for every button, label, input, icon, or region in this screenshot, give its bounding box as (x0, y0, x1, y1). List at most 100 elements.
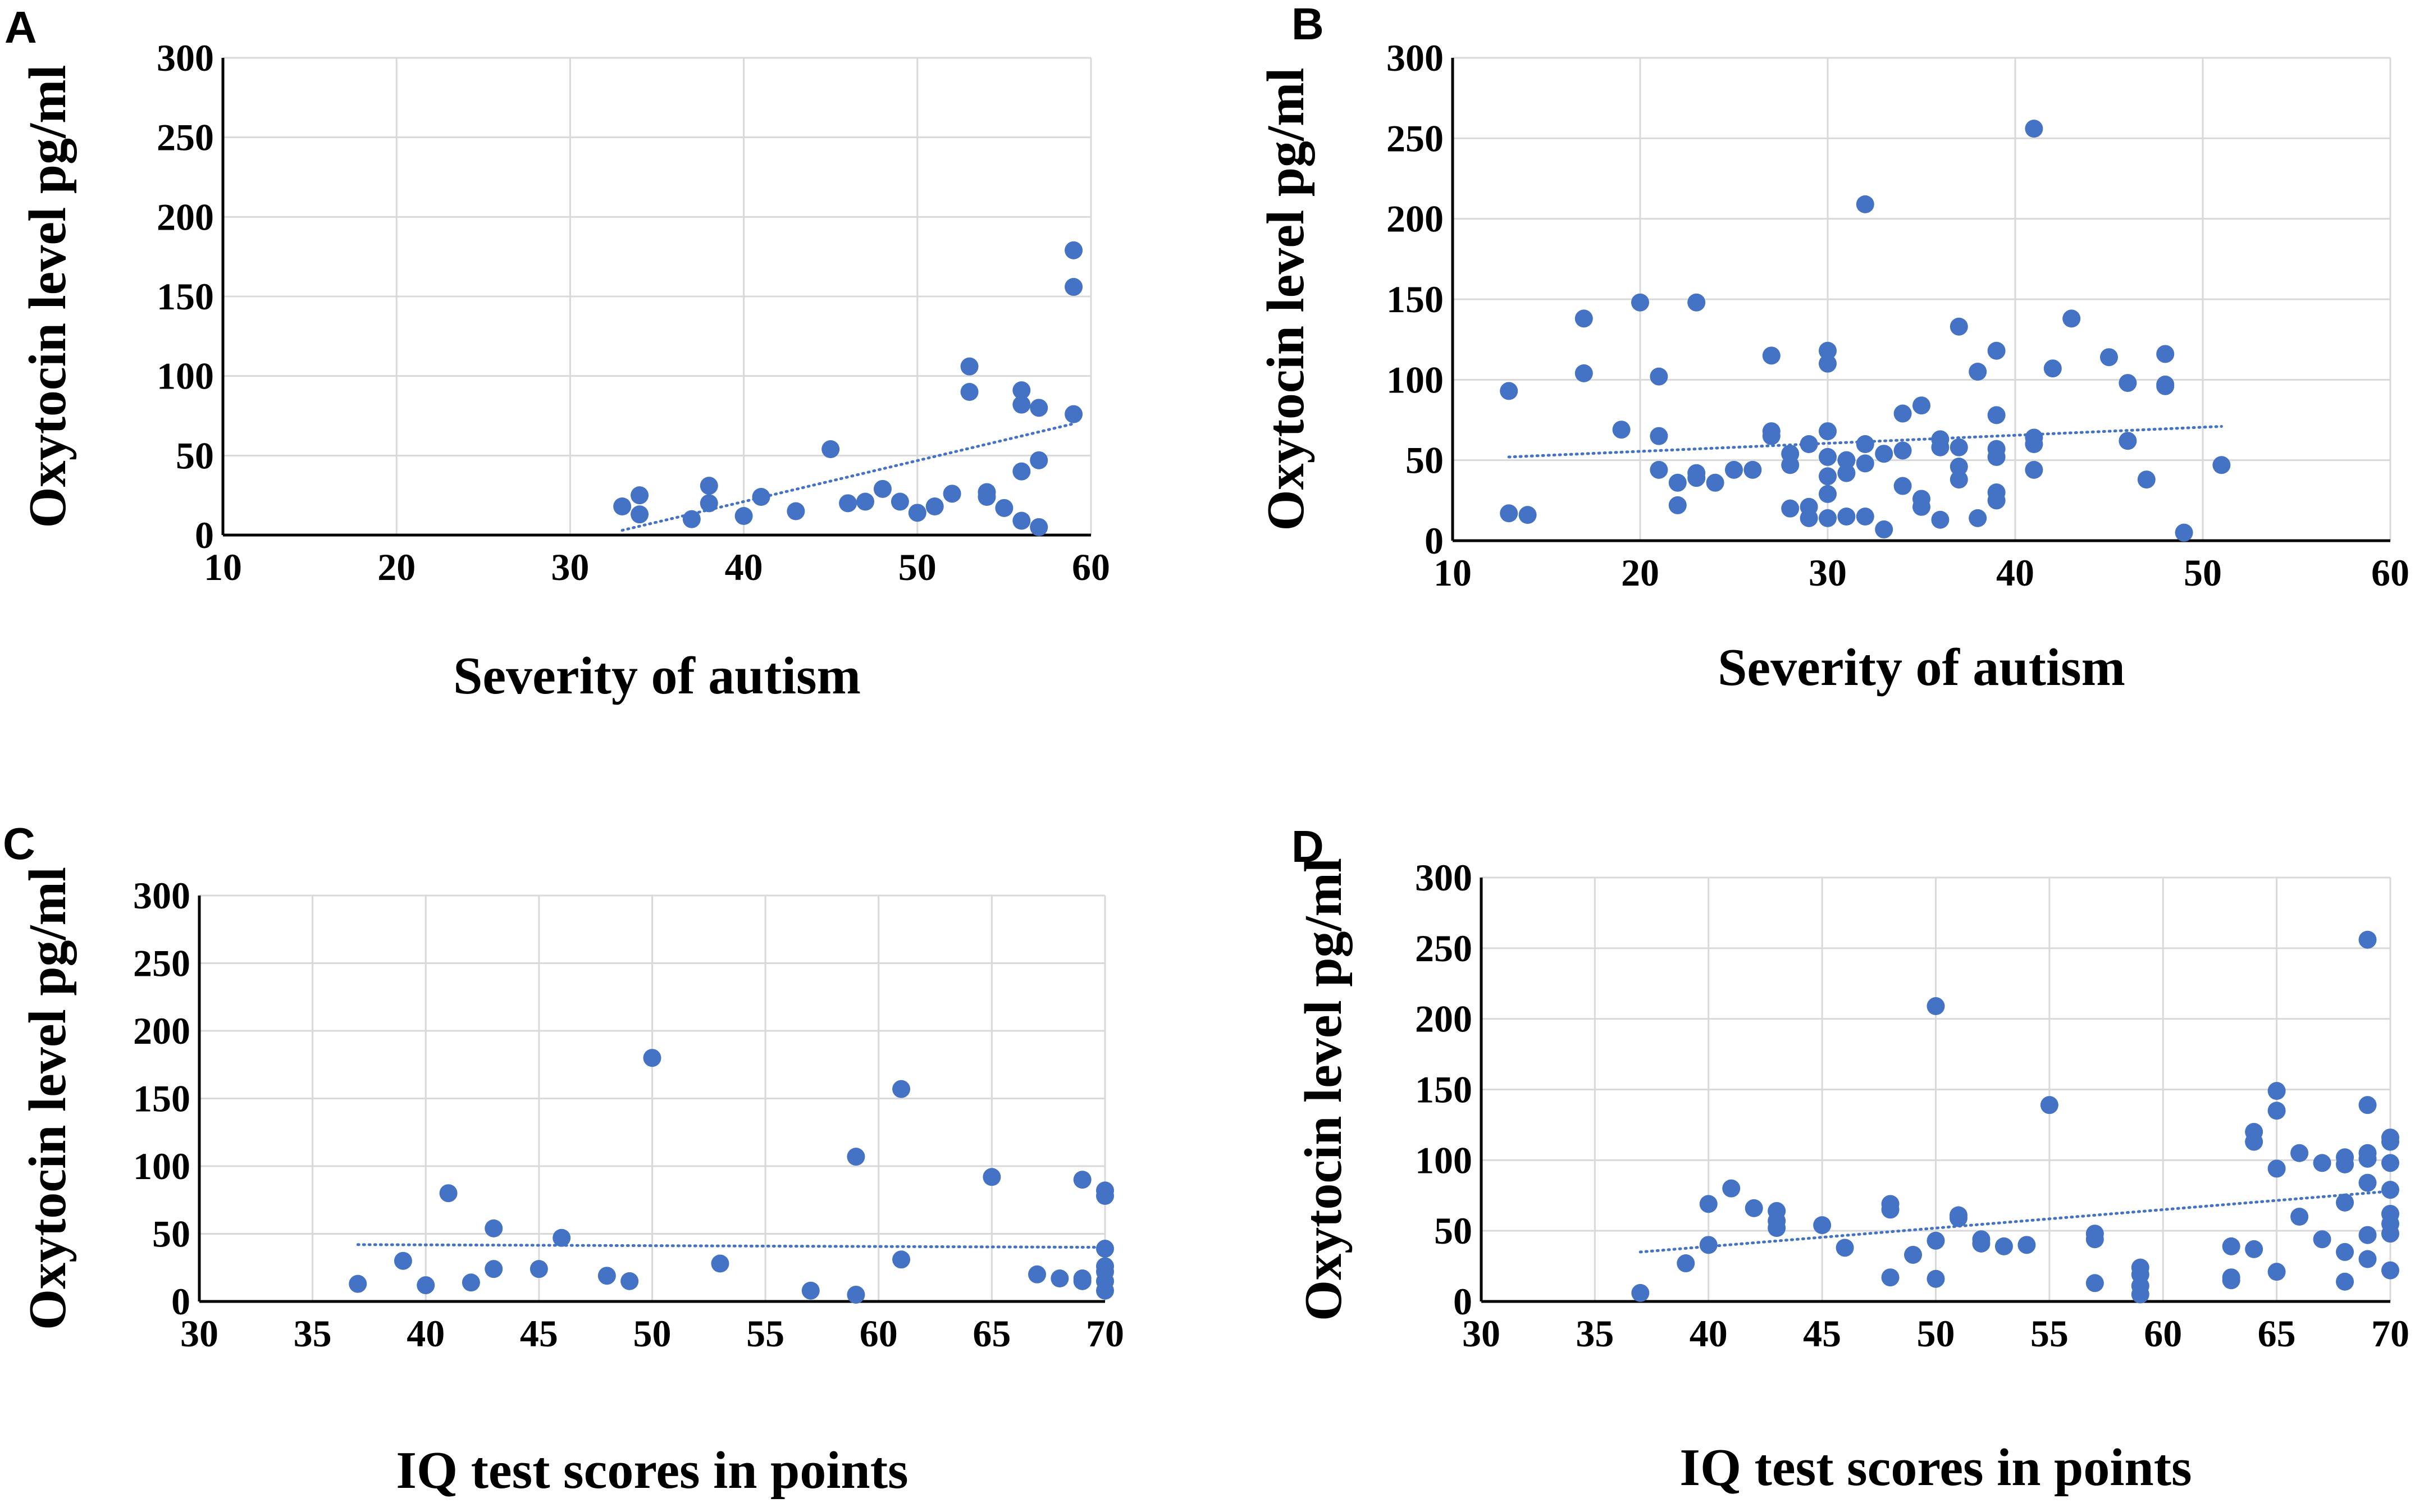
panel-b-scatter-plot: 0 50 100 150 200 250 300 10 20 30 40 50 60 Severity o… (1257, 0, 2409, 697)
data-point (1819, 354, 1837, 373)
data-point (1781, 499, 1800, 518)
panel-letter: B (1291, 0, 1324, 49)
data-point (2313, 1154, 2331, 1172)
data-point (1987, 447, 2006, 466)
data-point (1699, 1195, 1718, 1213)
data-point (891, 492, 909, 511)
data-point (1574, 364, 1593, 382)
data-point (1912, 396, 1930, 415)
data-point (1500, 504, 1518, 523)
x-tick-label: 35 (1576, 1312, 1614, 1355)
data-point (553, 1228, 571, 1247)
data-point (1819, 509, 1837, 527)
x-tick-label: 30 (1462, 1312, 1500, 1355)
y-tick-label: 200 (1386, 198, 1444, 240)
data-point (613, 497, 632, 515)
data-point (1743, 460, 1762, 479)
data-point (2381, 1132, 2399, 1151)
data-point (1800, 435, 1818, 453)
y-tick-label: 250 (133, 942, 190, 985)
data-point (1012, 511, 1031, 530)
data-point (787, 502, 805, 520)
data-point (1949, 1209, 1967, 1227)
y-tick-label: 200 (133, 1009, 190, 1052)
data-point (462, 1273, 480, 1292)
data-point (1813, 1216, 1832, 1235)
trendline (1638, 1190, 2392, 1254)
y-tick-label: 0 (171, 1280, 190, 1323)
y-tick-label: 150 (1386, 278, 1444, 321)
data-point (631, 486, 649, 505)
data-point (1994, 1237, 2013, 1255)
data-point (892, 1080, 911, 1098)
data-point (2313, 1230, 2331, 1249)
y-tick-label: 250 (1415, 927, 1472, 970)
x-tick-label: 10 (204, 546, 242, 588)
x-tick-label: 40 (725, 546, 763, 588)
data-point (1725, 460, 1743, 479)
y-tick-label: 150 (133, 1077, 190, 1120)
panel-letter: C (3, 819, 35, 869)
data-point (2358, 930, 2377, 949)
data-point (529, 1260, 548, 1278)
data-point (1500, 382, 1518, 400)
data-point (2025, 120, 2043, 138)
data-point (960, 357, 979, 376)
data-point (1722, 1179, 1741, 1198)
data-point (2025, 460, 2043, 479)
data-point (2085, 1230, 2104, 1249)
data-point (1856, 508, 1874, 526)
y-tick-label: 100 (1386, 358, 1444, 401)
trendline (1507, 424, 2223, 459)
data-point (485, 1260, 503, 1278)
y-tick-label: 150 (1415, 1068, 1472, 1111)
data-point (1668, 496, 1687, 514)
data-point (1065, 278, 1083, 296)
data-point (2381, 1154, 2399, 1172)
x-tick-label: 60 (1072, 546, 1110, 588)
data-point (943, 485, 961, 503)
y-tick-label: 300 (1386, 36, 1444, 79)
data-point (1950, 438, 1968, 456)
y-tick-label: 0 (1453, 1280, 1472, 1323)
x-axis-title: IQ test scores in points (396, 1441, 908, 1500)
x-tick-label: 40 (1690, 1312, 1728, 1355)
data-point (1950, 317, 1968, 336)
data-point (2245, 1132, 2263, 1151)
data-point (643, 1049, 661, 1067)
data-point (1612, 421, 1631, 439)
data-point (485, 1219, 503, 1237)
x-tick-label: 60 (860, 1312, 898, 1355)
data-point (856, 492, 875, 511)
data-point (2062, 309, 2081, 328)
x-tick-label: 40 (407, 1312, 445, 1355)
x-tick-label: 50 (2184, 551, 2222, 594)
data-point (1699, 1236, 1718, 1254)
data-point (2267, 1082, 2286, 1100)
data-point (2290, 1144, 2309, 1162)
x-axis-title: IQ test scores in points (1679, 1438, 2192, 1497)
data-point (908, 504, 926, 522)
data-point (1836, 1239, 1854, 1257)
data-point (2085, 1274, 2104, 1292)
data-point (1668, 473, 1687, 492)
y-tick-label: 250 (1386, 117, 1444, 159)
data-point (394, 1251, 412, 1270)
x-tick-label: 40 (1996, 551, 2034, 594)
y-tick-label: 100 (1415, 1139, 1472, 1181)
panel-letter: D (1291, 821, 1324, 871)
data-point (2358, 1226, 2377, 1244)
data-point (2040, 1096, 2058, 1114)
data-point (2212, 456, 2231, 474)
x-tick-label: 10 (1434, 551, 1472, 594)
data-point (1972, 1234, 1991, 1253)
data-point (2267, 1102, 2286, 1120)
y-tick-label: 50 (152, 1213, 190, 1255)
data-point (682, 510, 701, 528)
data-point (1096, 1281, 1114, 1300)
data-point (1987, 491, 2006, 510)
data-point (417, 1276, 435, 1295)
data-point (1927, 997, 1945, 1016)
data-point (1650, 367, 1668, 386)
